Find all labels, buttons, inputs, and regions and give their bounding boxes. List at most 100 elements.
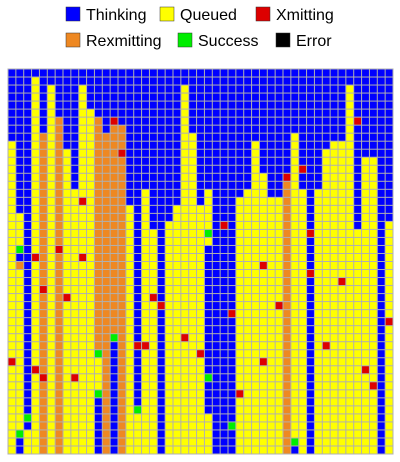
cell-queued [236,270,244,278]
cell-thinking [385,205,393,213]
cell-queued [142,278,149,286]
cell-thinking [385,141,393,149]
cell-thinking [189,117,197,125]
cell-thinking [102,117,110,125]
cell-rexmitting [110,237,118,245]
cell-queued [267,197,275,205]
cell-thinking [220,294,228,302]
cell-thinking [157,398,165,406]
cell-thinking [189,69,197,77]
cell-queued [299,350,307,358]
cell-thinking [244,109,252,117]
cell-thinking [149,173,157,181]
cell-xmitting [8,358,16,366]
cell-thinking [369,93,377,101]
cell-queued [244,374,252,382]
cell-thinking [110,406,118,414]
cell-queued [354,342,362,350]
cell-rexmitting [102,245,110,253]
cell-queued [275,229,283,237]
cell-queued [314,414,322,422]
cell-thinking [157,253,165,261]
cell-thinking [204,350,212,358]
cell-thinking [134,302,142,310]
cell-queued [346,93,354,101]
cell-thinking [173,173,181,181]
cell-queued [173,382,181,390]
cell-queued [189,237,197,245]
legend-item-error: Error [275,32,332,50]
cell-queued [346,157,354,165]
cell-queued [369,181,377,189]
cell-queued [259,334,267,342]
cell-queued [47,310,55,318]
cell-queued [16,294,24,302]
cell-queued [259,253,267,261]
cell-queued [330,414,338,422]
cell-queued [322,213,330,221]
cell-thinking [24,318,32,326]
cell-queued [259,221,267,229]
cell-queued [165,221,173,229]
cell-thinking [220,422,228,430]
cell-queued [252,173,259,181]
cell-rexmitting [55,237,63,245]
cell-queued [63,366,71,374]
cell-queued [87,221,94,229]
cell-queued [244,213,252,221]
cell-queued [299,358,307,366]
cell-thinking [291,446,299,454]
cell-queued [338,205,346,213]
cell-thinking [275,133,283,141]
cell-thinking [283,69,291,77]
cell-queued [252,197,259,205]
cell-xmitting [149,294,157,302]
cell-thinking [299,125,307,133]
cell-thinking [142,181,149,189]
cell-thinking [212,286,220,294]
cell-queued [63,286,71,294]
cell-queued [385,446,393,454]
cell-queued [189,270,197,278]
cell-xmitting [259,262,267,270]
cell-thinking [354,93,362,101]
cell-queued [149,310,157,318]
cell-thinking [173,181,181,189]
cell-thinking [212,221,220,229]
cell-queued [275,318,283,326]
cell-queued [181,310,189,318]
cell-success [94,350,102,358]
cell-queued [385,221,393,229]
cell-queued [32,109,39,117]
cell-rexmitting [55,213,63,221]
cell-queued [314,221,322,229]
cell-thinking [220,326,228,334]
cell-rexmitting [118,221,126,229]
cell-thinking [197,85,204,93]
cell-thinking [228,165,236,173]
cell-thinking [142,165,149,173]
cell-queued [259,438,267,446]
cell-queued [71,318,79,326]
cell-queued [322,245,330,253]
cell-thinking [212,101,220,109]
cell-queued [165,302,173,310]
cell-thinking [362,77,369,85]
cell-thinking [165,109,173,117]
cell-queued [126,294,134,302]
cell-queued [362,213,369,221]
cell-queued [8,374,16,382]
cell-thinking [16,93,24,101]
cell-queued [362,245,369,253]
cell-thinking [126,189,134,197]
cell-queued [197,326,204,334]
cell-rexmitting [55,310,63,318]
cell-queued [149,366,157,374]
cell-thinking [63,101,71,109]
cell-thinking [362,101,369,109]
cell-thinking [142,85,149,93]
cell-queued [322,189,330,197]
cell-thinking [291,117,299,125]
cell-thinking [173,189,181,197]
cell-rexmitting [39,149,47,157]
